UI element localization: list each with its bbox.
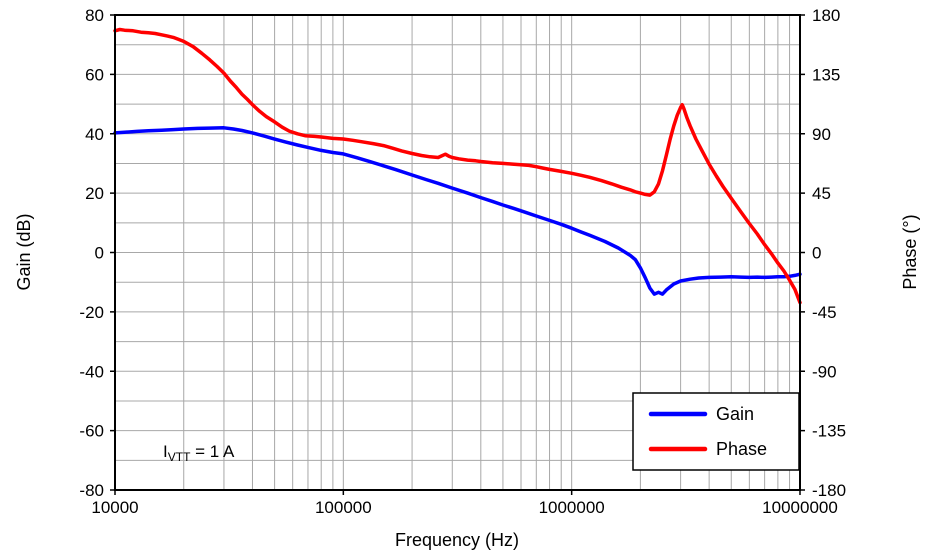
right-y-tick-label: 90	[812, 125, 831, 144]
left-y-tick-label: -40	[79, 362, 104, 381]
right-y-tick-label: -90	[812, 362, 837, 381]
left-y-tick-label: 60	[85, 65, 104, 84]
gain-line	[113, 126, 802, 296]
x-axis-title: Frequency (Hz)	[395, 530, 519, 550]
left-y-tick-label: 80	[85, 6, 104, 25]
legend-label-phase: Phase	[716, 439, 767, 459]
x-tick-label: 100000	[315, 498, 372, 517]
left-y-tick-label: 0	[95, 244, 104, 263]
right-y-axis-title: Phase (°)	[900, 214, 920, 289]
x-tick-label: 10000000	[762, 498, 838, 517]
right-y-tick-label: 45	[812, 184, 831, 203]
phase-line	[113, 27, 802, 305]
left-y-tick-label: -80	[79, 481, 104, 500]
right-y-tick-label: -45	[812, 303, 837, 322]
legend: Gain Phase	[632, 392, 800, 471]
left-y-tick-label: 40	[85, 125, 104, 144]
condition-annotation: IVTT = 1 A	[163, 442, 235, 464]
x-tick-label: 1000000	[539, 498, 605, 517]
x-tick-label: 10000	[91, 498, 138, 517]
legend-label-gain: Gain	[716, 404, 754, 424]
left-y-tick-label: -20	[79, 303, 104, 322]
left-y-tick-label: -60	[79, 422, 104, 441]
left-y-tick-label: 20	[85, 184, 104, 203]
right-y-tick-label: 0	[812, 244, 821, 263]
right-y-tick-label: -180	[812, 481, 846, 500]
right-y-tick-label: -135	[812, 422, 846, 441]
left-y-axis-title: Gain (dB)	[14, 213, 34, 290]
right-y-tick-label: 135	[812, 65, 840, 84]
legend-box	[632, 392, 800, 471]
axis-labels: IVTT = 1 A 10000 100000 1000000 10000000 80 60…	[79, 6, 846, 517]
plot-frame	[110, 14, 805, 495]
series-lines	[113, 27, 802, 305]
right-y-tick-label: 180	[812, 6, 840, 25]
